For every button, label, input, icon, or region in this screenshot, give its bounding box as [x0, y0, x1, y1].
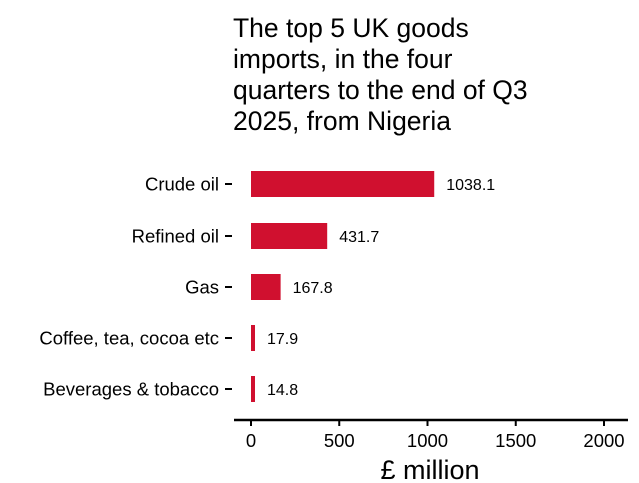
x-tick-label: 1000 [407, 430, 448, 451]
chart-title-line: The top 5 UK goods [233, 13, 469, 43]
chart-title-line: 2025, from Nigeria [233, 106, 451, 136]
chart-title-line: quarters to the end of Q3 [233, 75, 528, 105]
category-label: Beverages & tobacco [43, 379, 219, 400]
bar [251, 274, 281, 300]
bar [251, 376, 255, 402]
bars [251, 171, 435, 402]
x-tick-label: 2000 [583, 430, 624, 451]
x-tick-label: 0 [246, 430, 256, 451]
bar [251, 325, 255, 351]
category-label: Crude oil [145, 174, 219, 195]
x-axis: 0 500 1000 1500 2000 [234, 418, 628, 451]
category-labels: Crude oil Refined oil Gas Coffee, tea, coco… [39, 174, 232, 400]
value-label: 167.8 [293, 280, 333, 297]
chart-title-line: imports, in the four [233, 44, 453, 74]
value-labels: 1038.1 431.7 167.8 17.9 14.8 [267, 177, 495, 399]
x-axis-title: £ million [380, 455, 479, 483]
value-label: 17.9 [267, 331, 298, 348]
category-label: Gas [185, 277, 219, 298]
value-label: 1038.1 [446, 177, 495, 194]
bar [251, 223, 328, 249]
bar [251, 171, 435, 197]
x-tick-label: 1500 [495, 430, 536, 451]
x-tick-label: 500 [324, 430, 355, 451]
category-label: Coffee, tea, cocoa etc [39, 328, 219, 349]
value-label: 431.7 [339, 229, 379, 246]
value-label: 14.8 [267, 382, 298, 399]
category-label: Refined oil [132, 226, 219, 247]
